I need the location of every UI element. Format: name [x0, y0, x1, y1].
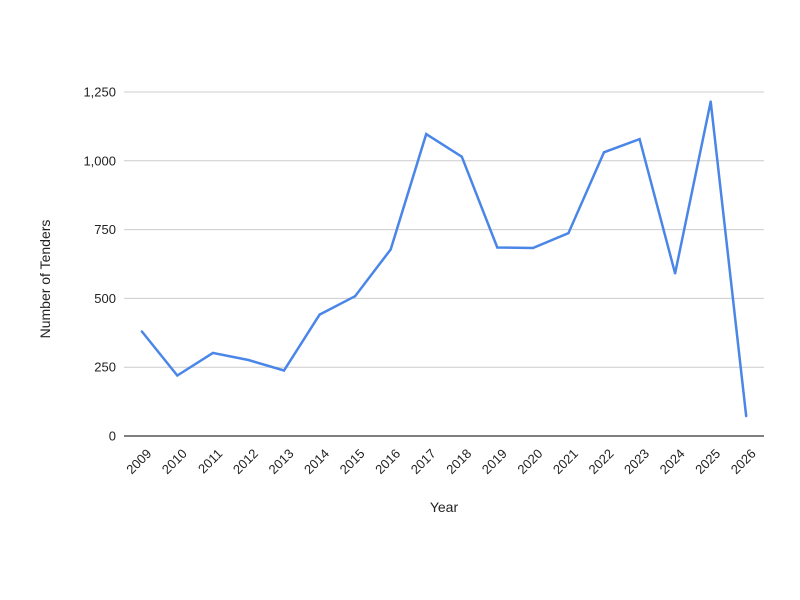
- y-tick-label: 0: [109, 429, 116, 444]
- data-point: [602, 151, 606, 154]
- x-tick-label: 2014: [301, 446, 332, 477]
- x-tick-label: 2019: [479, 446, 510, 477]
- data-point: [247, 358, 250, 362]
- series: [140, 100, 748, 418]
- data-point: [709, 100, 712, 103]
- x-tick-label: 2016: [372, 446, 403, 477]
- x-tick-label: 2012: [230, 446, 261, 477]
- x-tick-label: 2015: [337, 446, 368, 477]
- data-point: [282, 369, 286, 372]
- x-tick-label: 2010: [159, 446, 190, 477]
- data-point: [176, 374, 179, 377]
- x-tick-label: 2025: [692, 446, 723, 477]
- x-tick-label: 2026: [728, 446, 759, 477]
- x-tick-label: 2013: [265, 446, 296, 477]
- x-tick-label: 2020: [514, 446, 545, 477]
- x-axis-title: Year: [430, 499, 459, 515]
- y-tick-label: 500: [94, 291, 116, 306]
- data-point: [425, 132, 428, 136]
- x-tick-label: 2022: [585, 446, 616, 477]
- data-point: [567, 231, 570, 235]
- x-tick-label: 2018: [443, 446, 474, 477]
- data-point: [211, 351, 215, 355]
- data-point: [745, 414, 748, 418]
- gridlines: [124, 91, 764, 368]
- data-point: [638, 137, 641, 141]
- tick-labels: 0 250 500 750 1,000 1,250 2009 2010 2011 2012 2013…: [83, 85, 758, 478]
- x-tick-label: 2023: [621, 446, 652, 477]
- x-tick-label: 2009: [123, 446, 154, 477]
- y-axis-title: Number of Tenders: [37, 220, 53, 339]
- data-point: [389, 248, 392, 251]
- y-tick-label: 1,000: [83, 153, 116, 168]
- x-tick-label: 2021: [550, 446, 581, 477]
- data-point: [531, 246, 535, 250]
- data-point: [140, 330, 143, 333]
- data-point: [318, 313, 321, 316]
- data-point: [460, 155, 463, 158]
- x-tick-label: 2017: [408, 446, 439, 477]
- y-tick-label: 250: [94, 360, 116, 375]
- x-tick-label: 2011: [195, 446, 225, 476]
- series-line: [140, 101, 748, 417]
- data-point: [496, 246, 499, 249]
- y-tick-label: 1,250: [83, 85, 116, 100]
- data-point: [353, 294, 357, 298]
- y-tick-label: 750: [94, 222, 116, 237]
- x-tick-label: 2024: [657, 446, 688, 477]
- data-point: [673, 272, 677, 275]
